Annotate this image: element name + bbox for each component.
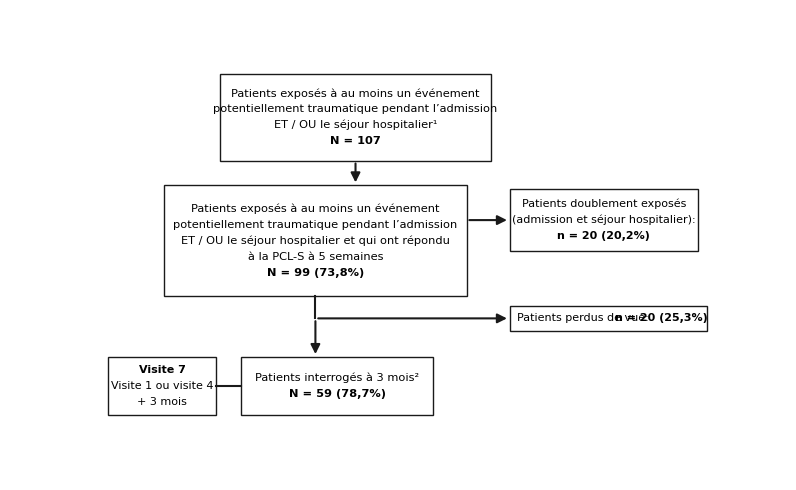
Text: potentiellement traumatique pendant l’admission: potentiellement traumatique pendant l’ad… [174,220,458,230]
Text: Patients exposés à au moins un événement: Patients exposés à au moins un événement [191,204,439,215]
Text: ET / OU le séjour hospitalier¹: ET / OU le séjour hospitalier¹ [274,120,437,130]
Text: N = 107: N = 107 [330,136,381,146]
Text: + 3 mois: + 3 mois [137,397,187,407]
Text: Patients doublement exposés: Patients doublement exposés [521,199,686,210]
Text: Visite 1 ou visite 4: Visite 1 ou visite 4 [111,381,213,391]
Text: ET / OU le séjour hospitalier et qui ont répondu: ET / OU le séjour hospitalier et qui ont… [181,236,450,246]
Text: Patients exposés à au moins un événement: Patients exposés à au moins un événement [232,88,480,99]
Bar [220,74,491,161]
Text: Patients interrogés à 3 mois²: Patients interrogés à 3 mois² [255,373,419,384]
Text: potentiellement traumatique pendant l’admission: potentiellement traumatique pendant l’ad… [213,104,498,114]
Bar [108,357,216,416]
Text: Visite 7: Visite 7 [139,365,185,375]
Text: Patients perdus de vue:: Patients perdus de vue: [517,314,653,323]
Text: n = 20 (25,3%): n = 20 (25,3%) [615,314,708,323]
Bar [509,189,698,251]
Text: (admission et séjour hospitalier):: (admission et séjour hospitalier): [512,215,696,225]
Text: n = 20 (20,2%): n = 20 (20,2%) [557,231,650,241]
Bar [241,357,433,416]
Text: N = 59 (78,7%): N = 59 (78,7%) [288,389,385,399]
Text: N = 99 (73,8%): N = 99 (73,8%) [267,268,364,277]
Bar [164,185,466,296]
Bar [509,306,707,331]
Text: à la PCL-S à 5 semaines: à la PCL-S à 5 semaines [248,252,383,262]
